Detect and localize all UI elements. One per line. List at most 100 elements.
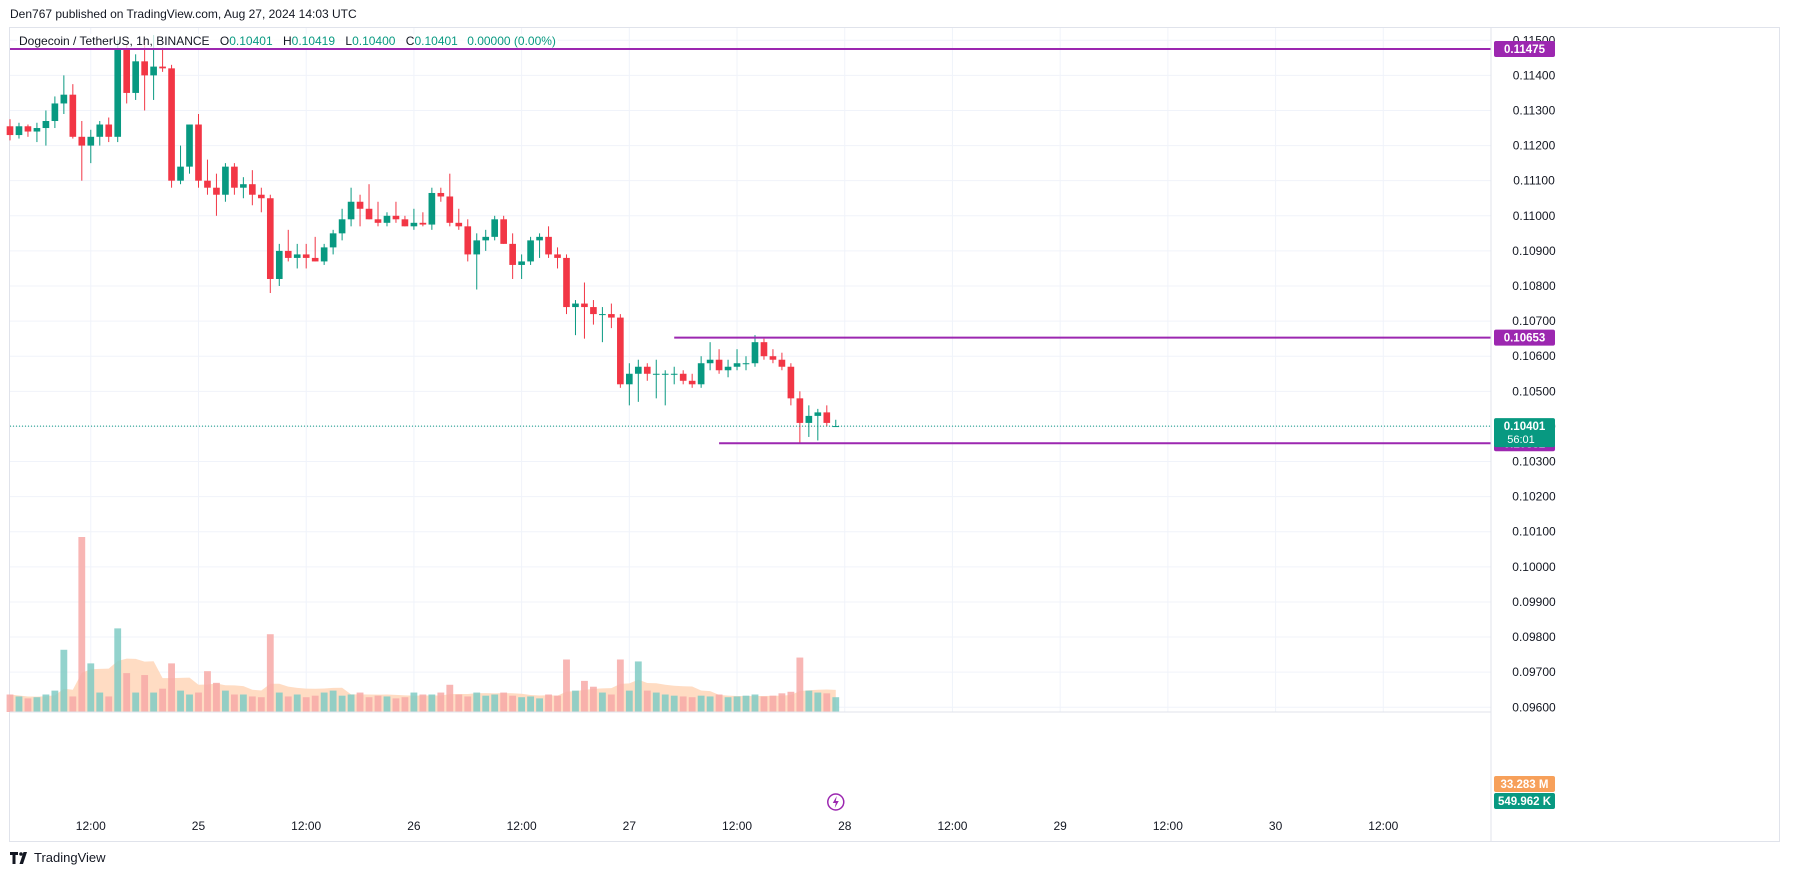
- open-value: 0.10401: [229, 34, 273, 48]
- volume-bar: [69, 696, 77, 712]
- candle-body: [329, 233, 337, 248]
- volume-bar: [257, 697, 265, 712]
- volume-bar: [311, 695, 319, 712]
- volume-layer: [6, 537, 840, 712]
- volume-bar: [266, 634, 274, 712]
- volume-badge: 549.962 K: [1498, 796, 1552, 808]
- volume-bar: [168, 663, 175, 712]
- symbol-title[interactable]: Dogecoin / TetherUS, 1h, BINANCE: [19, 34, 210, 48]
- candle-body: [751, 342, 759, 364]
- candle-body: [437, 192, 445, 197]
- candle-body: [661, 373, 669, 375]
- candle-body: [608, 314, 615, 318]
- volume-bar: [213, 682, 220, 712]
- volume-bar: [769, 695, 777, 712]
- close-value: 0.10401: [414, 34, 458, 48]
- volume-bar: [590, 686, 597, 712]
- candle-body: [33, 128, 41, 132]
- volume-bar: [616, 659, 624, 712]
- volume-bar: [491, 694, 499, 712]
- candle-body: [455, 222, 463, 227]
- candle-body: [204, 180, 211, 188]
- candle-body: [383, 215, 391, 223]
- price-tick-label: 0.10000: [1512, 560, 1556, 574]
- candle-body: [338, 219, 346, 234]
- volume-bar: [778, 693, 786, 712]
- volume-bar: [186, 694, 193, 712]
- volume-bar: [607, 694, 615, 712]
- volume-bar: [123, 673, 131, 712]
- candle-body: [410, 222, 418, 227]
- time-tick-label: 12:00: [291, 819, 321, 833]
- volume-bar: [284, 696, 292, 712]
- candle-body: [114, 49, 122, 137]
- candle-body: [787, 366, 795, 399]
- time-axis[interactable]: 12:00 25 12:00 26 12:00 27 12:00 28 12:00 29 12:00…: [10, 711, 1491, 833]
- candle-body: [805, 415, 813, 423]
- candle-body: [778, 359, 786, 367]
- volume-bar: [733, 696, 741, 712]
- price-tick-label: 0.09800: [1512, 630, 1556, 644]
- candle-body: [796, 398, 804, 423]
- price-tick-label: 0.10600: [1512, 349, 1556, 363]
- price-tick-label: 0.10800: [1512, 279, 1556, 293]
- volume-bar: [688, 697, 696, 712]
- volume-bar: [563, 659, 570, 712]
- candle-body: [275, 250, 283, 279]
- price-tick-label: 0.09600: [1512, 700, 1556, 714]
- chart-frame[interactable]: [9, 27, 1780, 842]
- candle-body: [724, 366, 732, 371]
- volume-bar: [42, 694, 50, 712]
- time-tick-label: 27: [623, 819, 637, 833]
- level-price-badge: 0.10653: [1504, 333, 1546, 345]
- volume-bar: [222, 690, 229, 712]
- volume-bar: [652, 692, 660, 712]
- candle-body: [643, 366, 651, 374]
- candle-body: [769, 356, 777, 360]
- candle-body: [69, 94, 77, 137]
- tradingview-logo[interactable]: TradingView: [10, 850, 106, 865]
- candle-body: [536, 236, 543, 241]
- countdown-badge: 56:01: [1507, 434, 1535, 446]
- price-tick-label: 0.10100: [1512, 525, 1556, 539]
- candle-body: [670, 373, 678, 375]
- time-tick-label: 12:00: [76, 819, 106, 833]
- grid: [10, 28, 1491, 712]
- candle-body: [545, 236, 552, 255]
- level-price-badge-bg: [1494, 329, 1555, 346]
- price-tick-label: 0.11200: [1513, 139, 1556, 153]
- volume-bar: [204, 671, 211, 712]
- candle-body: [428, 192, 436, 225]
- price-axis[interactable]: 0.115000.114000.113000.112000.111000.110…: [1490, 28, 1556, 842]
- candle-body: [742, 363, 750, 365]
- candle-body: [823, 412, 831, 423]
- volume-bar: [634, 661, 642, 712]
- volume-bar: [275, 692, 283, 712]
- candle-body: [231, 166, 238, 188]
- volume-bar: [625, 690, 633, 712]
- candle-body: [60, 94, 68, 104]
- volume-bar: [572, 690, 579, 712]
- levels-layer[interactable]: [10, 48, 1491, 445]
- volume-bar: [482, 695, 490, 712]
- candle-body: [617, 317, 624, 385]
- candle-body: [733, 363, 741, 367]
- time-tick-label: 12:00: [937, 819, 967, 833]
- volume-bar: [248, 696, 256, 712]
- volume-bar: [78, 537, 86, 712]
- candle-body: [24, 126, 32, 132]
- volume-bar: [239, 694, 247, 712]
- volume-badge-bg: [1494, 793, 1555, 809]
- volume-bar: [141, 675, 149, 712]
- volume-bar: [419, 694, 427, 712]
- candle-body: [419, 222, 427, 225]
- volume-bar: [670, 695, 678, 712]
- volume-bar: [500, 692, 508, 712]
- volume-bar: [195, 692, 202, 712]
- price-tick-label: 0.10200: [1512, 490, 1556, 504]
- volume-bar: [823, 693, 831, 712]
- volume-bar: [374, 695, 382, 712]
- candle-body: [554, 254, 561, 258]
- change-value: 0.00000 (0.00%): [467, 34, 556, 48]
